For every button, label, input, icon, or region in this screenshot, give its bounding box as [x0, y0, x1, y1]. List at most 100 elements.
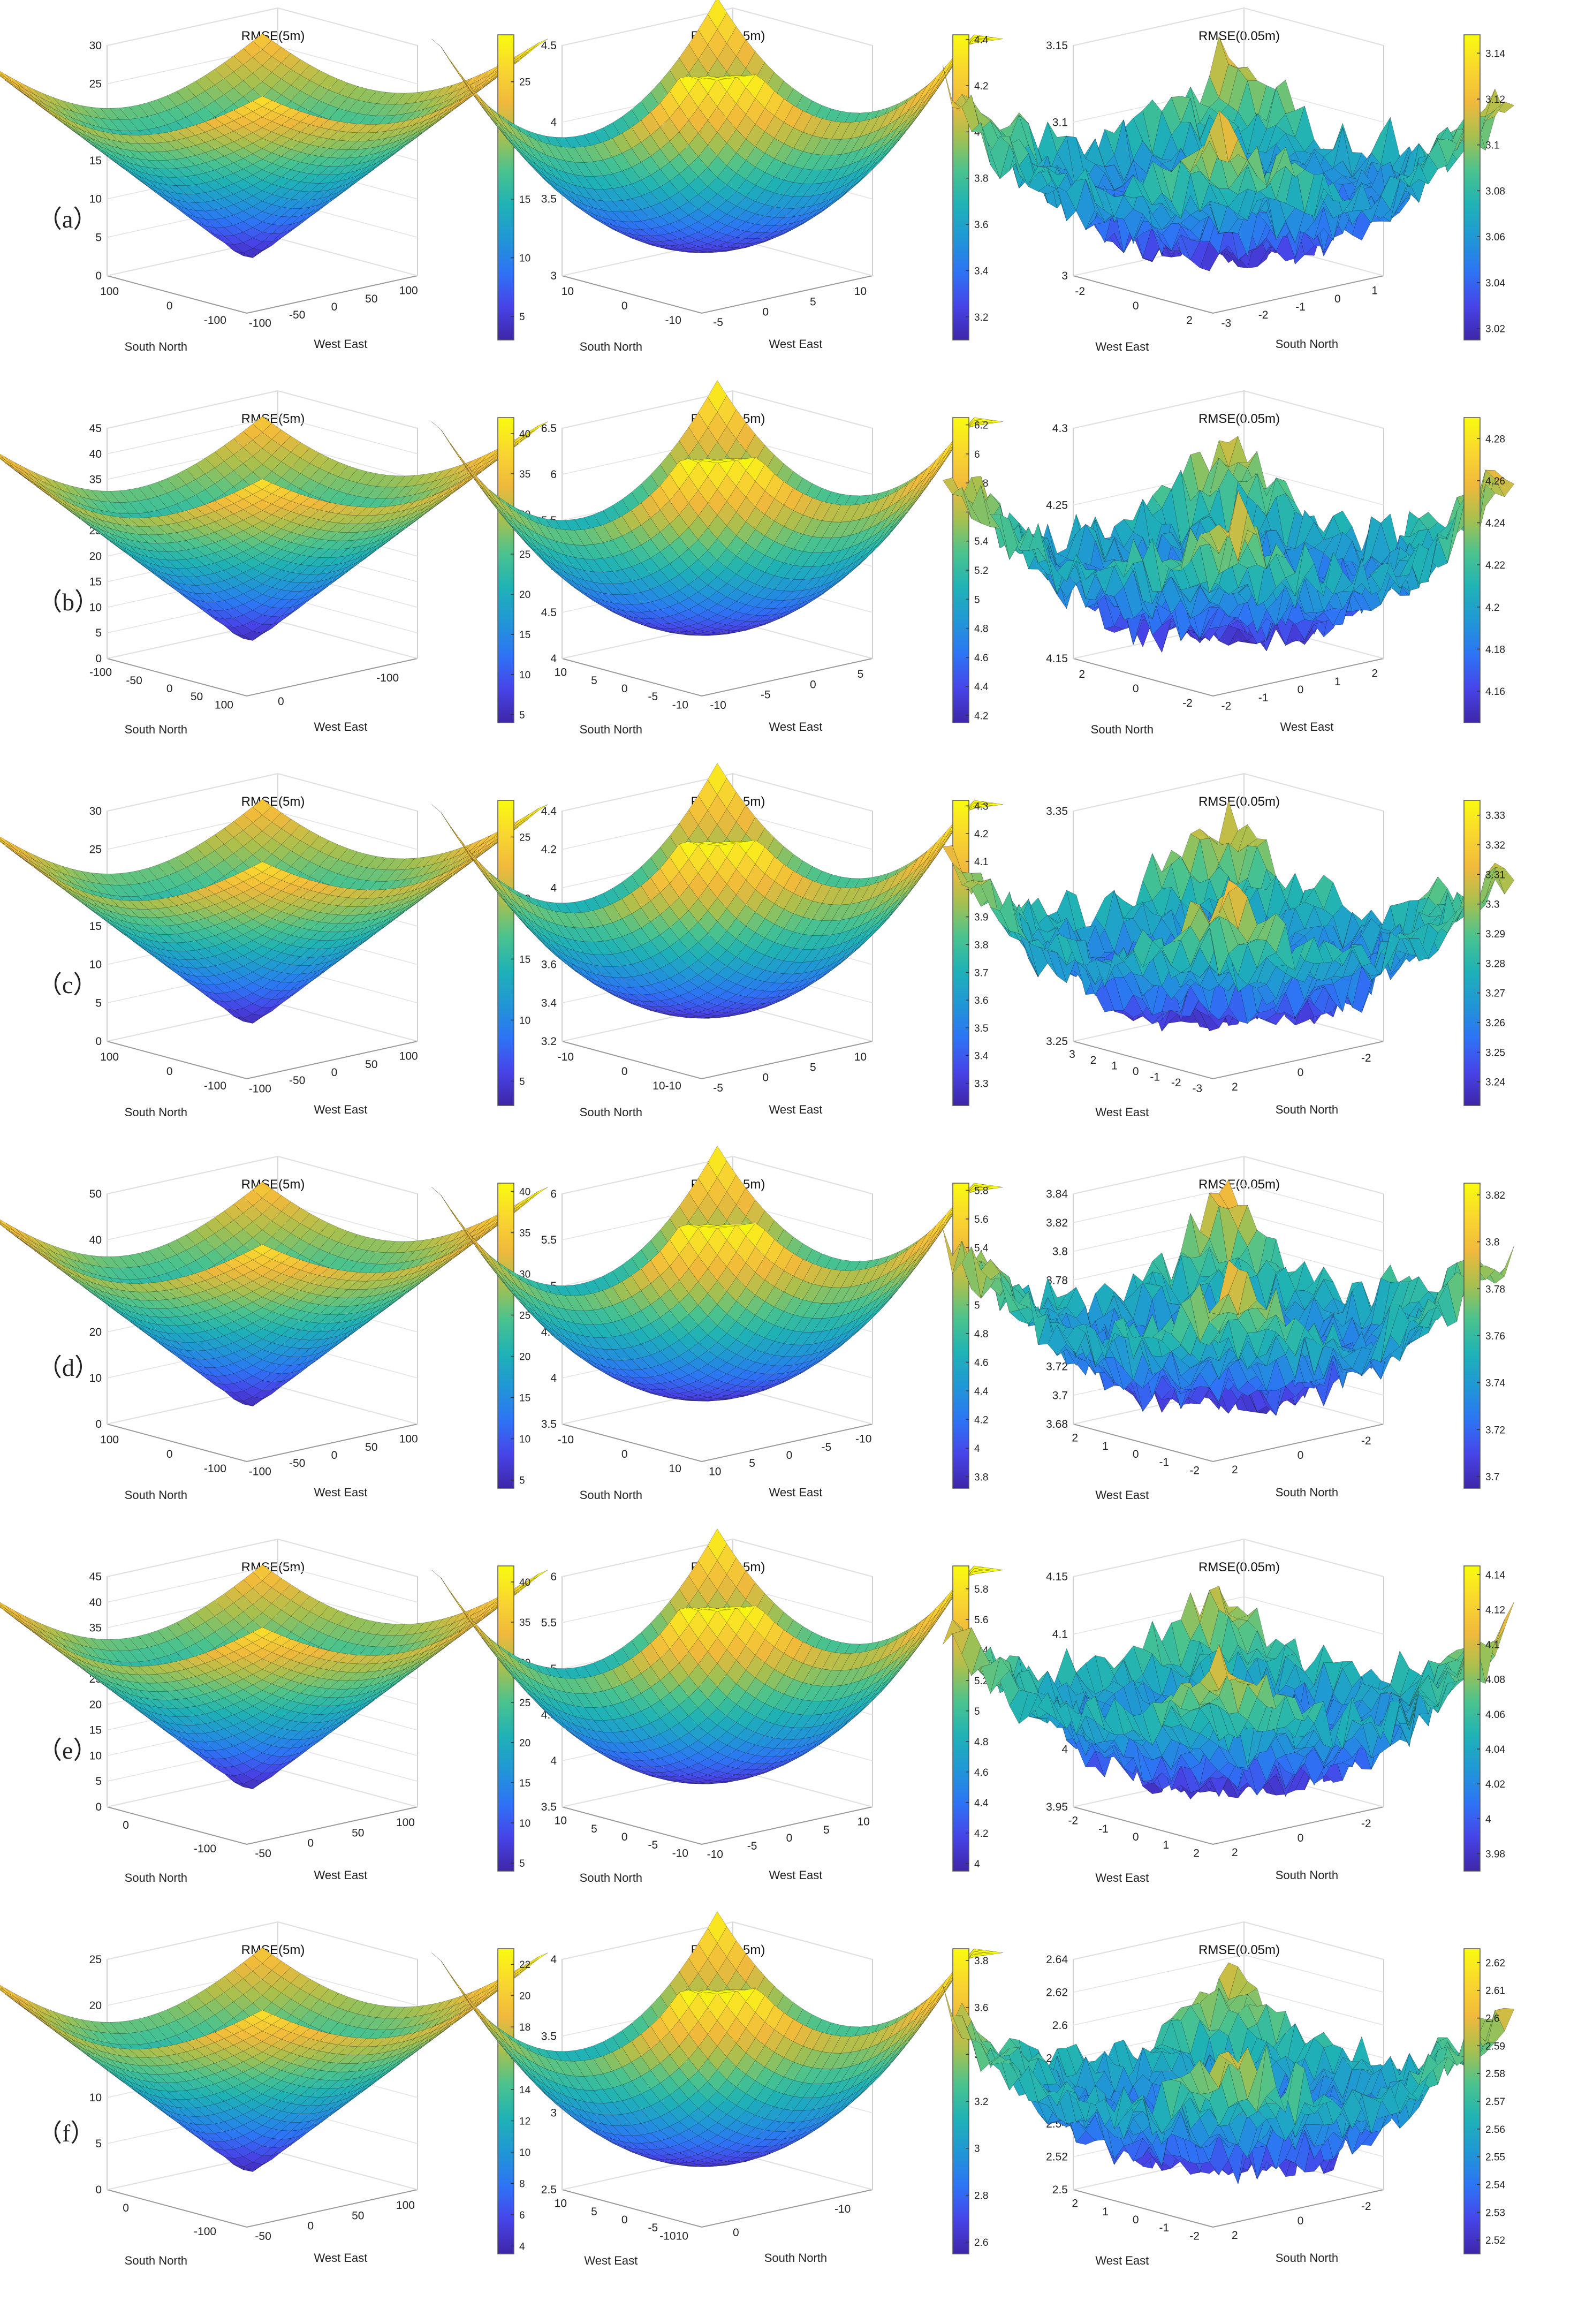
z-tick-label: 5	[95, 627, 102, 639]
surface-cell	[469, 89, 489, 115]
grid-line	[277, 46, 418, 85]
row-label: （d）	[37, 1354, 99, 1381]
z-tick-label: 15	[89, 576, 102, 588]
x-tick-label: 10	[562, 285, 574, 298]
colorbar-tick-label: 3.12	[1485, 94, 1505, 105]
colorbar-tick-label: 40	[519, 429, 530, 440]
x-tick-label: 0	[166, 300, 173, 312]
colorbar-tick-label: 25	[519, 549, 530, 561]
z-tick-label: 4.15	[1046, 653, 1068, 665]
z-tick-label: 45	[89, 422, 102, 435]
colorbar-tick-label: 3.4	[974, 266, 989, 277]
colorbar-tick-label: 10	[519, 670, 530, 681]
y-tick-label: -3	[1221, 317, 1231, 329]
x-axis-label: South North	[125, 340, 187, 353]
x-tick-label: 0	[1133, 300, 1139, 312]
panel-title: RMSE(0.05m)	[1198, 29, 1280, 43]
x-tick-label: -10	[672, 699, 688, 711]
y-tick-label: -10	[710, 699, 726, 711]
y-tick-label: 0	[278, 695, 284, 708]
surface-cell	[431, 421, 451, 445]
colorbar-tick-label: 25	[519, 77, 530, 88]
colorbar-tick-label: 5.4	[974, 536, 989, 548]
z-tick-label: 40	[89, 448, 102, 460]
y-axis-label: West East	[769, 337, 823, 351]
panel-title: RMSE(5m)	[241, 29, 305, 43]
panel-title: RMSE(0.05m)	[1198, 412, 1280, 426]
surface-mesh	[431, 380, 1003, 636]
z-tick-label: 4	[550, 116, 557, 128]
y-tick-label: 100	[399, 285, 418, 297]
z-tick-label: 0	[95, 270, 102, 282]
surface-panel: RMSE(0.05m)4.154.24.254.320-2-2-1012Sout…	[942, 390, 1514, 736]
surface-cell	[469, 472, 489, 498]
colorbar-tick-label: 3.8	[974, 173, 988, 185]
z-tick-label: 4.3	[1052, 422, 1068, 435]
surface-mesh	[942, 436, 1514, 653]
grid-line	[107, 7, 278, 46]
row-label: （a）	[37, 206, 97, 233]
row-label: （c）	[37, 971, 97, 998]
x-tick-label: 5	[591, 675, 597, 687]
colorbar-tick-label: 10	[519, 253, 530, 264]
z-tick-label: 25	[89, 78, 102, 90]
y-tick-label: 0	[762, 306, 769, 319]
x-tick-label: 0	[621, 683, 628, 695]
colorbar-tick-label: 3.1	[1485, 140, 1499, 152]
grid-line	[277, 620, 418, 659]
y-axis-label: West East	[314, 720, 368, 733]
surface-cell	[519, 42, 538, 58]
colorbar-tick-label: 3.06	[1485, 232, 1505, 243]
colorbar-tick-label: 4.2	[974, 710, 988, 722]
surface-cell	[519, 44, 538, 60]
colorbar-tick-label: 6	[974, 449, 980, 460]
colorbar-tick-label: 3.2	[974, 312, 988, 323]
x-tick-label: 0	[166, 683, 173, 695]
y-tick-label: 1	[1371, 285, 1378, 297]
colorbar	[497, 417, 514, 723]
x-tick-label: 50	[191, 691, 203, 703]
colorbar-tick-label: 3.14	[1485, 48, 1505, 59]
colorbar-tick-label: 3.04	[1485, 278, 1505, 289]
y-axis-label: South North	[1276, 337, 1338, 351]
y-tick-label: 50	[365, 293, 377, 305]
colorbar-tick-label: 3.02	[1485, 324, 1505, 335]
colorbar-tick-label: 4.4	[974, 35, 989, 46]
surface-cell	[479, 96, 499, 122]
surface-panel: RMSE(0.05m)33.053.13.15-202-3-2-101West …	[943, 7, 1515, 353]
z-tick-label: 3	[550, 270, 557, 282]
y-axis-label: West East	[314, 337, 368, 351]
y-tick-label: -1	[1295, 301, 1306, 313]
colorbar-tick-label: 15	[519, 194, 530, 206]
colorbar-tick-label: 6.2	[974, 420, 988, 432]
z-tick-label: 10	[89, 601, 102, 614]
y-tick-label: 0	[331, 301, 338, 313]
x-tick-label: 0	[621, 300, 628, 312]
colorbar-tick-label: 35	[519, 469, 530, 480]
z-tick-label: 20	[89, 550, 102, 563]
surface-panel: RMSE(0.5m)44.555.566.51050-5-10-10-505So…	[431, 380, 1003, 736]
x-tick-label: -5	[648, 691, 658, 703]
colorbar-tick-label: 4.6	[974, 653, 988, 664]
surface-cell	[0, 74, 5, 80]
x-tick-label: 2	[1186, 314, 1193, 327]
z-tick-label: 5	[95, 231, 102, 244]
z-tick-label: 4	[550, 653, 557, 665]
colorbar-tick-label: 5.2	[974, 565, 988, 577]
z-tick-label: 4.25	[1046, 499, 1068, 511]
surface-mesh	[943, 36, 1515, 271]
surface-cell	[479, 479, 499, 505]
z-tick-label: 3.15	[1046, 40, 1068, 52]
z-tick-label: 35	[89, 474, 102, 486]
axis-floor-front	[562, 658, 873, 697]
x-tick-label: -2	[1075, 285, 1085, 298]
surface-cell	[431, 39, 451, 63]
colorbar-tick-label: 5	[974, 594, 980, 605]
y-tick-label: 5	[858, 668, 864, 680]
y-axis-label: West East	[769, 720, 823, 733]
y-tick-label: 0	[1334, 293, 1341, 305]
colorbar-tick-label: 4.4	[974, 682, 989, 693]
colorbar	[497, 34, 514, 340]
z-tick-label: 3.5	[541, 193, 557, 206]
y-tick-label: -100	[376, 672, 399, 684]
